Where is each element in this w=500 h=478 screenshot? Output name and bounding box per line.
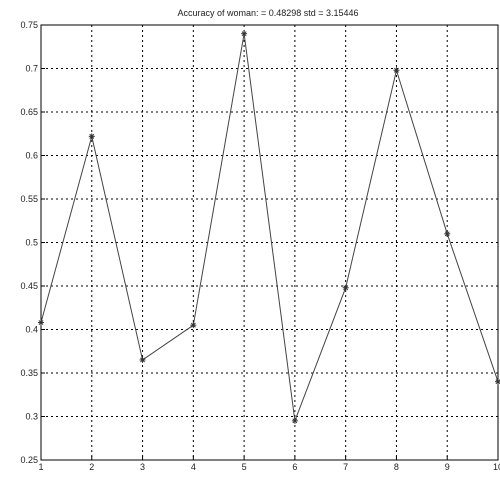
- data-point-marker: [88, 133, 95, 140]
- x-tick-label: 8: [394, 462, 399, 472]
- x-tick-label: 9: [445, 462, 450, 472]
- data-point-marker: [393, 67, 400, 74]
- y-tick-label: 0.35: [20, 368, 38, 378]
- y-tick-label: 0.65: [20, 107, 38, 117]
- series-layer: [38, 30, 500, 424]
- x-tick-label: 6: [292, 462, 297, 472]
- data-point-marker: [139, 356, 146, 363]
- y-axis-tick-labels: 0.25 0.3 0.35 0.4 0.45 0.5 0.55 0.6 0.65 0.7 0.75: [20, 20, 38, 465]
- y-tick-label: 0.6: [25, 151, 38, 161]
- x-tick-label: 5: [242, 462, 247, 472]
- data-point-marker: [342, 284, 349, 291]
- y-tick-label: 0.4: [25, 325, 38, 335]
- y-tick-label: 0.5: [25, 238, 38, 248]
- x-tick-label: 10: [493, 462, 500, 472]
- x-tick-label: 7: [343, 462, 348, 472]
- data-point-marker: [291, 417, 298, 424]
- series-line: [40, 33, 499, 422]
- data-point-marker: [495, 378, 500, 385]
- x-axis-tick-labels: 1 2 3 4 5 6 7 8 9 10: [38, 462, 500, 472]
- data-point-marker: [241, 30, 248, 37]
- axis-ticks: [40, 24, 499, 461]
- data-point-marker: [444, 230, 451, 237]
- x-tick-label: 3: [140, 462, 145, 472]
- y-tick-label: 0.7: [25, 64, 38, 74]
- y-tick-label: 0.3: [25, 412, 38, 422]
- y-tick-label: 0.25: [20, 455, 38, 465]
- x-tick-label: 1: [38, 462, 43, 472]
- x-tick-label: 4: [191, 462, 196, 472]
- data-point-marker: [38, 319, 44, 326]
- plot-area-frame: [40, 24, 499, 461]
- data-point-marker: [190, 322, 197, 329]
- grid: [41, 25, 498, 460]
- chart-title: Accuracy of woman: = 0.48298 std = 3.154…: [177, 8, 358, 18]
- y-tick-label: 0.45: [20, 281, 38, 291]
- x-tick-label: 2: [89, 462, 94, 472]
- y-tick-label: 0.55: [20, 194, 38, 204]
- y-tick-label: 0.75: [20, 20, 38, 30]
